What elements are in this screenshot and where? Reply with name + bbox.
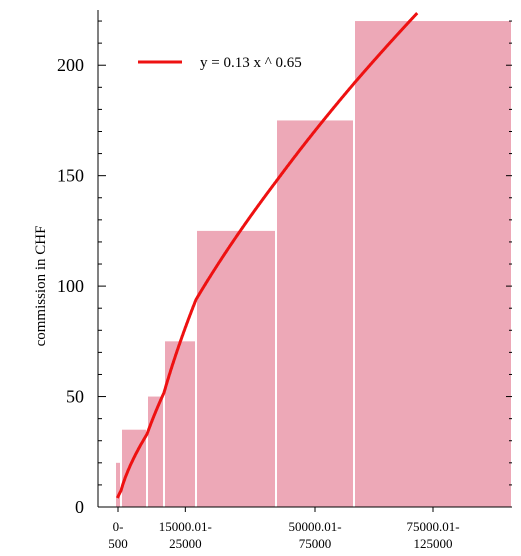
x-tick-label-4: 75000.01-125000 bbox=[406, 519, 459, 551]
y-tick-label: 150 bbox=[57, 166, 84, 186]
bar-4 bbox=[165, 341, 195, 507]
x-tick-label-1: 0-500 bbox=[108, 519, 128, 551]
y-tick-label: 0 bbox=[75, 497, 84, 517]
y-tick-label: 200 bbox=[57, 55, 84, 75]
bars-layer bbox=[116, 21, 511, 508]
bar-1 bbox=[116, 462, 120, 507]
legend: y = 0.13 x ^ 0.65 bbox=[138, 55, 302, 71]
bar-6 bbox=[277, 120, 353, 507]
y-axis-label: commission in CHF bbox=[33, 226, 49, 347]
axes-layer: 0 50 100 150 200 0-500 15000.01-25000 50000.01-… bbox=[57, 10, 512, 551]
y-tick-label: 50 bbox=[66, 387, 84, 407]
y-tick-label: 100 bbox=[57, 276, 84, 296]
legend-label: y = 0.13 x ^ 0.65 bbox=[200, 55, 302, 71]
bar-5 bbox=[197, 230, 275, 507]
x-tick-label-3: 50000.01-75000 bbox=[288, 519, 341, 551]
fit-curve-line bbox=[116, 11, 419, 499]
curve-layer bbox=[116, 11, 419, 499]
bar-7 bbox=[355, 21, 511, 508]
x-tick-label-2: 15000.01-25000 bbox=[159, 519, 212, 551]
